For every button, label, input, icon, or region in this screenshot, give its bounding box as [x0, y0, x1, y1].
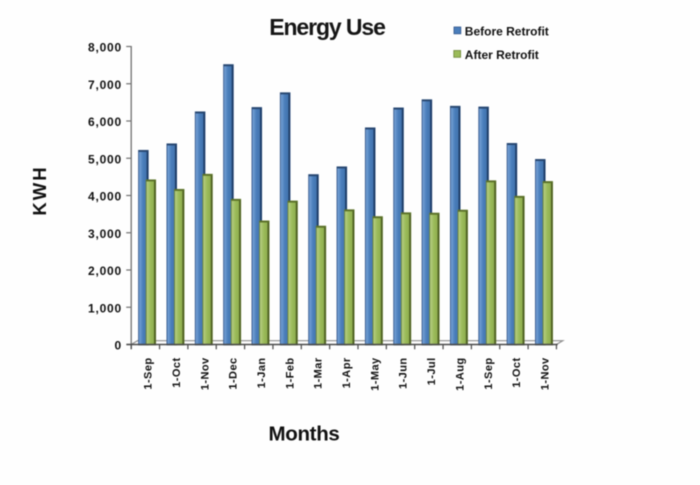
svg-text:8,000: 8,000 — [88, 41, 122, 55]
svg-text:2,000: 2,000 — [88, 264, 122, 278]
svg-text:1-Feb: 1-Feb — [284, 357, 296, 389]
svg-text:1,000: 1,000 — [88, 301, 122, 315]
svg-text:1-May: 1-May — [369, 357, 381, 391]
svg-text:6,000: 6,000 — [88, 115, 122, 129]
svg-text:4,000: 4,000 — [88, 190, 122, 204]
svg-text:3,000: 3,000 — [88, 227, 122, 241]
svg-text:KWH: KWH — [29, 165, 50, 215]
svg-text:1-Jul: 1-Jul — [426, 357, 438, 385]
svg-text:Months: Months — [268, 423, 339, 446]
svg-text:1-Oct: 1-Oct — [511, 357, 523, 387]
svg-text:Before Retrofit: Before Retrofit — [465, 25, 549, 39]
svg-text:5,000: 5,000 — [88, 152, 122, 166]
svg-text:1-Jun: 1-Jun — [398, 357, 410, 389]
svg-text:1-Nov: 1-Nov — [539, 357, 551, 390]
svg-text:1-Oct: 1-Oct — [171, 357, 183, 387]
svg-text:1-Dec: 1-Dec — [228, 357, 240, 389]
svg-text:7,000: 7,000 — [88, 78, 122, 92]
svg-text:1-Sep: 1-Sep — [143, 357, 155, 389]
svg-text:Energy Use: Energy Use — [269, 14, 385, 40]
svg-text:1-Jan: 1-Jan — [256, 357, 268, 388]
svg-text:1-Aug: 1-Aug — [454, 357, 466, 390]
svg-text:0: 0 — [115, 339, 122, 353]
svg-text:1-Mar: 1-Mar — [313, 357, 325, 389]
svg-text:1-Nov: 1-Nov — [199, 357, 211, 390]
svg-text:1-Sep: 1-Sep — [483, 357, 495, 389]
svg-text:1-Apr: 1-Apr — [341, 357, 353, 388]
svg-text:After Retrofit: After Retrofit — [465, 48, 539, 62]
